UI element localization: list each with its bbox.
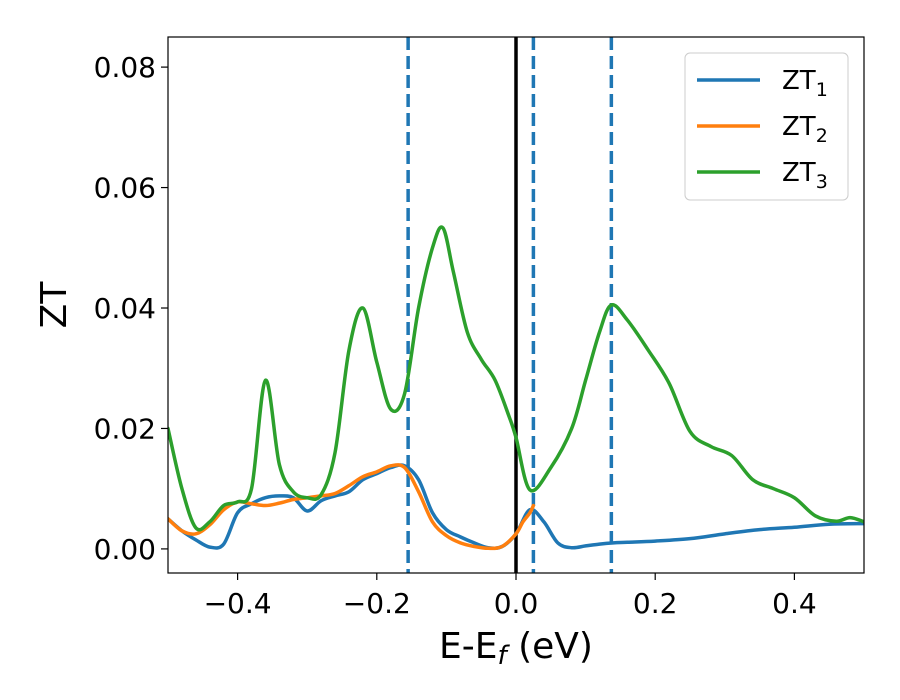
- y-axis: 0.00 0.02 0.04 0.06 0.08: [94, 51, 168, 566]
- legend-frame: [684, 52, 849, 201]
- x-axis: −0.4 −0.2 0.0 0.2 0.4: [204, 573, 817, 620]
- legend-label-1: ZT1: [782, 66, 828, 101]
- legend-label-2: ZT2: [782, 112, 828, 147]
- x-tick-label: 0.4: [772, 587, 817, 620]
- x-tick-label: −0.2: [343, 587, 411, 620]
- x-tick-label: 0.2: [633, 587, 678, 620]
- y-tick-label: 0.02: [94, 412, 156, 445]
- y-axis-title: ZT: [34, 281, 75, 329]
- legend-label-3: ZT3: [782, 158, 828, 193]
- series-line-3: [168, 225, 864, 532]
- legend: ZT1 ZT2 ZT3: [684, 52, 849, 201]
- y-tick-label: 0.08: [94, 51, 156, 84]
- y-tick-label: 0.04: [94, 292, 156, 325]
- y-tick-label: 0.06: [94, 172, 156, 205]
- series-line-1: [168, 463, 864, 550]
- y-tick-label: 0.00: [94, 533, 156, 566]
- x-tick-label: −0.4: [204, 587, 272, 620]
- x-tick-label: 0.0: [494, 587, 539, 620]
- x-axis-title: E-Ef (eV): [439, 626, 593, 671]
- series-group: [168, 225, 864, 551]
